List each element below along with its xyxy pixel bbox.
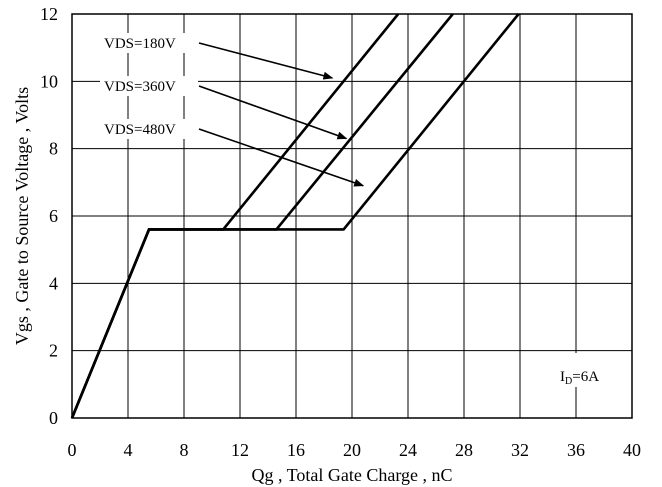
series-annotations: VDS=180V VDS=360V VDS=480V bbox=[100, 33, 365, 187]
x-tick-label: 20 bbox=[343, 440, 361, 460]
grid-lines bbox=[72, 14, 632, 418]
annotation-arrow-1 bbox=[198, 42, 334, 80]
condition-label-main: I bbox=[560, 369, 565, 385]
x-tick-label: 4 bbox=[124, 440, 133, 460]
svg-text:ID=6A: ID=6A bbox=[560, 369, 599, 387]
x-tick-label: 28 bbox=[455, 440, 473, 460]
x-tick-label: 36 bbox=[567, 440, 585, 460]
annotation-bg bbox=[100, 33, 198, 53]
y-axis-label: Vgs , Gate to Source Voltage , Volts bbox=[12, 87, 32, 345]
x-tick-labels: 0 4 8 12 16 20 24 28 32 36 40 bbox=[68, 440, 642, 460]
x-tick-label: 24 bbox=[399, 440, 417, 460]
y-tick-label: 8 bbox=[49, 139, 58, 159]
plot-frame bbox=[71, 13, 633, 419]
x-tick-label: 32 bbox=[511, 440, 529, 460]
annotation-label-1: VDS=180V bbox=[104, 36, 176, 52]
annotation-arrow-3 bbox=[198, 128, 365, 187]
y-tick-label: 6 bbox=[49, 206, 58, 226]
x-tick-label: 0 bbox=[68, 440, 77, 460]
annotation-bg bbox=[100, 119, 198, 139]
x-tick-label: 12 bbox=[231, 440, 249, 460]
y-tick-label: 10 bbox=[40, 71, 58, 91]
x-axis-label: Qg , Total Gate Charge , nC bbox=[251, 465, 452, 485]
y-tick-label: 12 bbox=[40, 4, 58, 24]
x-tick-label: 8 bbox=[180, 440, 189, 460]
y-tick-label: 4 bbox=[49, 273, 58, 293]
annotation-label-2: VDS=360V bbox=[104, 79, 176, 95]
y-tick-label: 0 bbox=[49, 408, 58, 428]
x-tick-label: 40 bbox=[623, 440, 641, 460]
condition-label-sub: D bbox=[565, 376, 572, 387]
x-tick-label: 16 bbox=[287, 440, 305, 460]
series-line-3 bbox=[70, 13, 520, 419]
annotation-arrow-2 bbox=[198, 85, 348, 140]
y-tick-labels: 0 2 4 6 8 10 12 bbox=[40, 4, 58, 428]
condition-label-rest: =6A bbox=[572, 369, 599, 385]
y-tick-label: 2 bbox=[49, 341, 58, 361]
series-curves bbox=[70, 13, 520, 419]
annotation-label-3: VDS=480V bbox=[104, 122, 176, 138]
annotation-bg bbox=[100, 76, 198, 96]
condition-label: ID=6A bbox=[556, 353, 600, 387]
